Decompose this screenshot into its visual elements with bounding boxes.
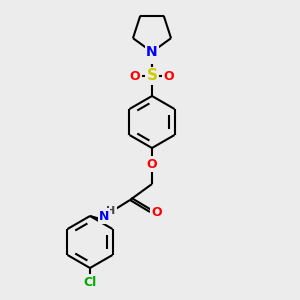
Text: O: O xyxy=(152,206,162,220)
Text: O: O xyxy=(130,70,140,83)
Text: N: N xyxy=(146,45,158,59)
Text: H: H xyxy=(106,206,116,216)
Text: S: S xyxy=(146,68,158,83)
Text: N: N xyxy=(146,49,158,63)
Text: O: O xyxy=(147,158,157,170)
Text: N: N xyxy=(99,209,109,223)
Text: O: O xyxy=(164,70,174,83)
Text: Cl: Cl xyxy=(83,275,97,289)
